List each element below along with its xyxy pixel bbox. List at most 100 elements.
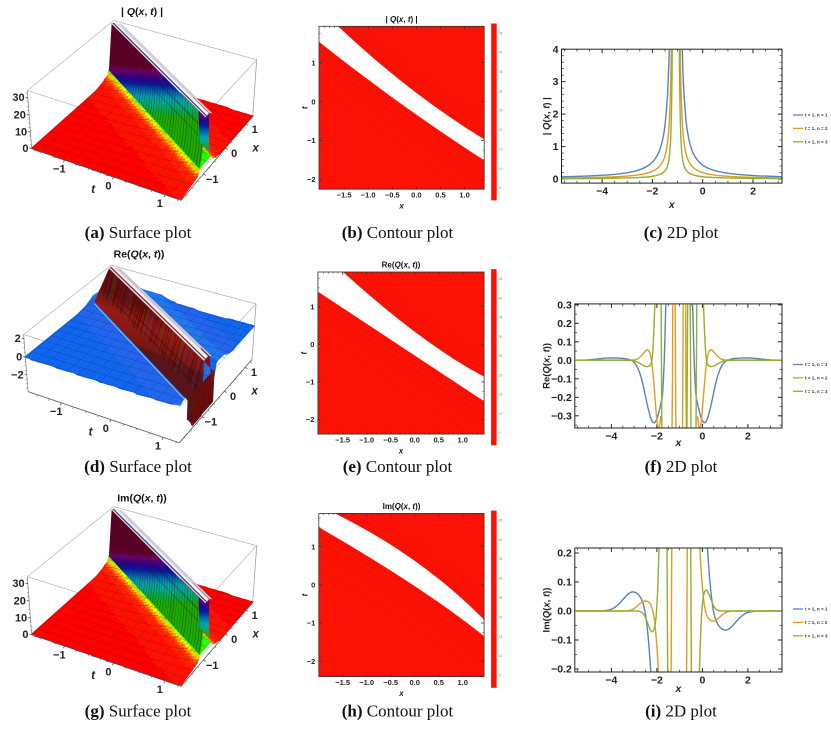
svg-text:t = 1, n = 2: t = 1, n = 2: [805, 620, 828, 625]
svg-text:25: 25: [499, 596, 503, 600]
svg-text:t = 1, n = 3: t = 1, n = 3: [805, 389, 828, 394]
svg-text:−2: −2: [651, 675, 663, 687]
svg-text:−2: −2: [651, 431, 663, 443]
svg-text:−1.5: −1.5: [337, 191, 352, 200]
svg-text:| Q(x, t) |: | Q(x, t) |: [541, 97, 552, 135]
svg-text:t = 1, n = 2: t = 1, n = 2: [805, 126, 828, 131]
svg-text:t: t: [299, 351, 308, 354]
svg-text:20: 20: [499, 615, 503, 619]
svg-text:Re(Q(x, t)): Re(Q(x, t)): [382, 261, 421, 270]
svg-text:0.0: 0.0: [557, 355, 572, 367]
svg-text:0.5: 0.5: [435, 191, 445, 200]
svg-text:Im(Q(x, t)): Im(Q(x, t)): [383, 502, 421, 511]
svg-text:35: 35: [499, 557, 503, 561]
svg-text:(e) Contour plot: (e) Contour plot: [343, 457, 453, 476]
svg-text:−1: −1: [50, 406, 63, 418]
svg-text:Re(Q(x, t)): Re(Q(x, t)): [541, 343, 552, 389]
svg-text:10: 10: [499, 167, 503, 171]
svg-text:1: 1: [311, 58, 315, 67]
svg-text:0: 0: [700, 186, 706, 198]
svg-text:t: t: [89, 427, 94, 439]
svg-text:−1: −1: [53, 649, 66, 661]
svg-text:0: 0: [22, 143, 28, 155]
svg-text:−0.1: −0.1: [551, 373, 572, 385]
svg-text:| Q(x, t) |: | Q(x, t) |: [121, 6, 163, 18]
svg-text:1: 1: [157, 684, 163, 696]
svg-text:−1: −1: [306, 378, 315, 387]
svg-text:1: 1: [553, 141, 559, 153]
svg-text:−0.1: −0.1: [551, 635, 572, 647]
svg-text:x: x: [398, 202, 404, 211]
svg-text:(i) 2D plot: (i) 2D plot: [645, 702, 717, 721]
svg-text:−4: −4: [605, 675, 617, 687]
svg-text:0: 0: [310, 340, 314, 349]
svg-text:10: 10: [499, 412, 503, 416]
svg-text:0: 0: [103, 423, 109, 435]
svg-text:−2: −2: [307, 657, 316, 666]
svg-text:(c) 2D plot: (c) 2D plot: [644, 223, 719, 242]
svg-text:0: 0: [231, 634, 237, 646]
svg-text:0: 0: [699, 675, 705, 687]
svg-text:10: 10: [499, 654, 503, 658]
svg-text:−1: −1: [307, 136, 316, 145]
svg-text:0: 0: [311, 97, 315, 106]
svg-text:0.2: 0.2: [557, 318, 572, 330]
svg-text:(h) Contour plot: (h) Contour plot: [342, 702, 454, 721]
svg-text:1.0: 1.0: [459, 191, 469, 200]
svg-text:0: 0: [105, 666, 111, 678]
svg-text:t = 1, n = 3: t = 1, n = 3: [805, 140, 828, 145]
svg-text:25: 25: [499, 109, 503, 113]
svg-text:−2: −2: [306, 415, 315, 424]
svg-text:x: x: [398, 689, 404, 698]
svg-text:(f) 2D plot: (f) 2D plot: [645, 457, 718, 476]
svg-text:3: 3: [553, 76, 559, 88]
svg-text:0.1: 0.1: [557, 577, 572, 589]
svg-text:Re(Q(x, t)): Re(Q(x, t)): [114, 249, 165, 261]
svg-text:−0.2: −0.2: [551, 392, 572, 404]
svg-text:−4: −4: [605, 431, 617, 443]
svg-text:1.0: 1.0: [457, 678, 467, 687]
svg-text:30: 30: [499, 89, 503, 93]
svg-text:−4: −4: [596, 186, 608, 198]
svg-text:0.1: 0.1: [557, 336, 572, 348]
svg-text:15: 15: [499, 148, 503, 152]
svg-text:5: 5: [499, 431, 501, 435]
svg-text:(b) Contour plot: (b) Contour plot: [342, 223, 454, 242]
svg-text:−1.5: −1.5: [335, 436, 350, 445]
svg-text:2: 2: [750, 186, 756, 198]
svg-text:2: 2: [745, 675, 751, 687]
svg-text:x: x: [674, 683, 682, 695]
svg-text:−1: −1: [206, 174, 219, 186]
svg-text:35: 35: [499, 316, 503, 320]
svg-text:40: 40: [499, 296, 503, 300]
svg-text:20: 20: [499, 373, 503, 377]
svg-text:(d) Surface plot: (d) Surface plot: [84, 457, 192, 476]
svg-text:t = 1, n = 3: t = 1, n = 3: [805, 634, 828, 639]
svg-text:0: 0: [699, 431, 705, 443]
svg-text:0.0: 0.0: [411, 191, 421, 200]
svg-text:15: 15: [499, 393, 503, 397]
svg-text:0.0: 0.0: [557, 606, 572, 618]
svg-text:−0.3: −0.3: [551, 410, 572, 422]
svg-text:0.5: 0.5: [433, 436, 443, 445]
svg-text:30: 30: [499, 335, 503, 339]
svg-text:25: 25: [499, 354, 503, 358]
svg-text:0.0: 0.0: [409, 678, 419, 687]
svg-text:−1.0: −1.0: [359, 678, 374, 687]
svg-text:x: x: [251, 628, 259, 640]
svg-text:35: 35: [499, 70, 503, 74]
svg-text:0: 0: [231, 148, 237, 160]
svg-text:30: 30: [499, 577, 503, 581]
svg-text:x: x: [250, 386, 258, 398]
svg-text:1: 1: [251, 367, 257, 379]
svg-text:30: 30: [12, 92, 24, 104]
svg-text:45: 45: [499, 31, 503, 35]
svg-text:t: t: [301, 106, 310, 109]
svg-text:−1.5: −1.5: [335, 678, 350, 687]
svg-text:−1: −1: [206, 660, 219, 672]
svg-text:(a) Surface plot: (a) Surface plot: [85, 223, 192, 242]
svg-text:x: x: [674, 437, 682, 449]
svg-text:5: 5: [499, 186, 501, 190]
svg-text:10: 10: [15, 612, 27, 624]
svg-text:0: 0: [22, 629, 28, 641]
